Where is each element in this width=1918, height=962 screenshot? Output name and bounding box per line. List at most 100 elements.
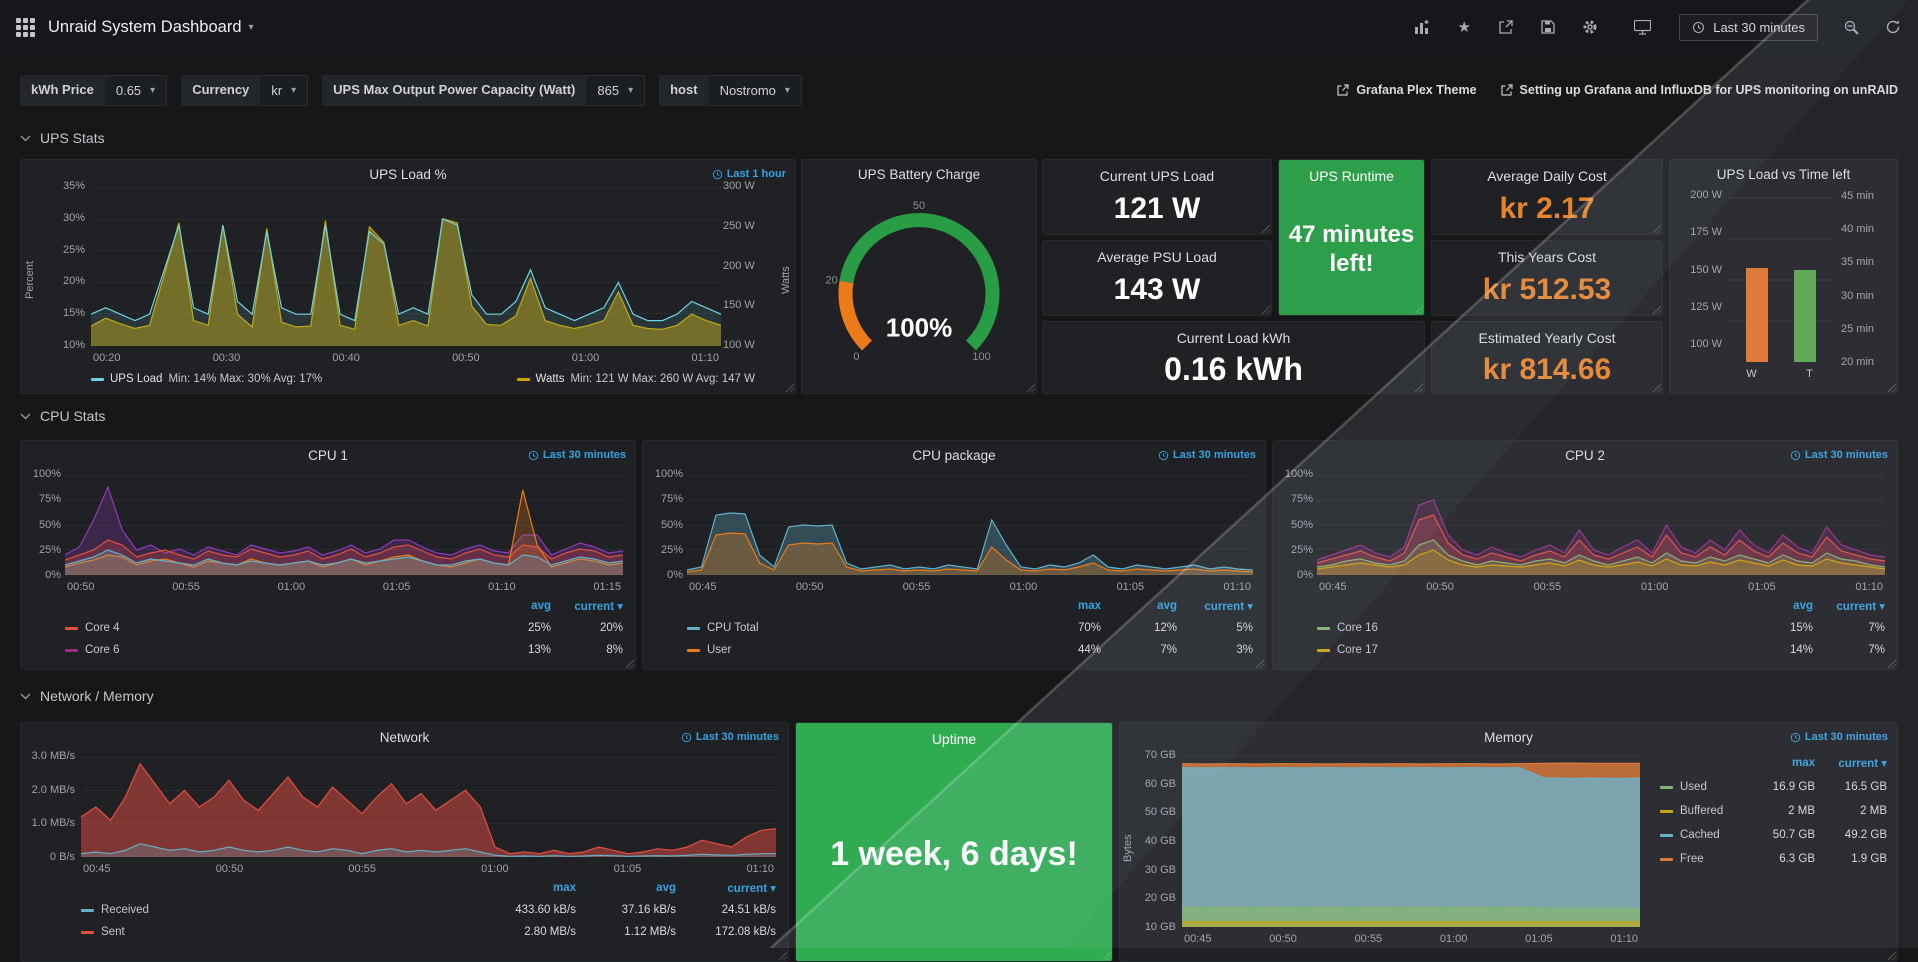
panel-title[interactable]: Network [379, 730, 430, 745]
share-icon[interactable] [1497, 18, 1515, 36]
legend-column-current[interactable]: current ▾ [1204, 601, 1253, 613]
panel-title[interactable]: This Years Cost [1497, 249, 1597, 265]
panel-time-override[interactable]: Last 30 minutes [1790, 731, 1888, 743]
legend-row[interactable]: User 44% 7% 3% [687, 639, 1253, 661]
legend-value: 1.9 GB [1851, 853, 1887, 865]
panel-title[interactable]: CPU package [912, 448, 996, 463]
variable-value-dropdown[interactable]: Nostromo ▾ [708, 74, 802, 106]
panel-title[interactable]: Current UPS Load [1099, 168, 1215, 184]
legend-item-ups-load[interactable]: UPS Load Min: 14% Max: 30% Avg: 17% [91, 373, 322, 385]
panel-time-override[interactable]: Last 30 minutes [528, 449, 626, 461]
panel-time-override[interactable]: Last 30 minutes [1790, 449, 1888, 461]
legend-column-avg[interactable]: avg [656, 882, 676, 894]
legend-row[interactable]: Core 16 15% 7% [1317, 617, 1885, 639]
link-grafana-plex-theme[interactable]: Grafana Plex Theme [1337, 83, 1477, 97]
series-name[interactable]: Free [1660, 853, 1739, 865]
series-name[interactable]: Buffered [1660, 805, 1739, 817]
panel-title[interactable]: CPU 1 [308, 448, 348, 463]
time-range-button[interactable]: Last 30 minutes [1679, 13, 1818, 41]
memory-chart[interactable] [1181, 756, 1641, 927]
variable-label: UPS Max Output Power Capacity (Watt) [322, 74, 587, 106]
series-name[interactable]: Sent [81, 926, 464, 938]
legend-row[interactable]: Cached 50.7 GB 49.2 GB [1660, 823, 1887, 847]
variable-value-dropdown[interactable]: 0.65 ▾ [104, 74, 168, 106]
settings-gear-icon[interactable] [1581, 18, 1599, 36]
row-header-cpu-stats[interactable]: CPU Stats [20, 408, 105, 424]
legend-column-avg[interactable]: avg [1793, 600, 1813, 612]
row-header-network-memory[interactable]: Network / Memory [20, 688, 154, 704]
time-override-label: Last 30 minutes [695, 731, 779, 743]
series-name[interactable]: User [687, 644, 1025, 656]
legend-row[interactable]: Core 4 25% 20% [65, 617, 623, 639]
tick-label: 50% [38, 518, 61, 531]
save-icon[interactable] [1539, 18, 1557, 36]
series-name[interactable]: Core 17 [1317, 644, 1741, 656]
series-color-swatch [1660, 785, 1673, 789]
legend-row[interactable]: CPU Total 70% 12% 5% [687, 617, 1253, 639]
legend-item-watts[interactable]: Watts Min: 121 W Max: 260 W Avg: 147 W [516, 373, 755, 385]
panel-title[interactable]: Average Daily Cost [1487, 168, 1607, 184]
dashboard-title[interactable]: Unraid System Dashboard ▾ [48, 18, 254, 37]
tick-label: 00:45 [689, 581, 717, 593]
series-name[interactable]: Core 16 [1317, 622, 1741, 634]
variable-label: Currency [181, 74, 261, 106]
series-name[interactable]: Core 4 [65, 622, 479, 634]
legend-column-max[interactable]: max [1077, 600, 1101, 612]
panel-time-override[interactable]: Last 30 minutes [1158, 449, 1256, 461]
panel-title[interactable]: UPS Load vs Time left [1716, 167, 1851, 182]
legend-column-avg[interactable]: avg [531, 600, 551, 612]
variable-value-dropdown[interactable]: kr ▾ [260, 74, 309, 106]
variable-value-dropdown[interactable]: 865 ▾ [586, 74, 646, 106]
legend-row[interactable]: Sent 2.80 MB/s 1.12 MB/s 172.08 kB/s [81, 921, 776, 943]
series-color-swatch [65, 648, 78, 652]
panel-title[interactable]: CPU 2 [1565, 448, 1605, 463]
legend-row[interactable]: Core 6 13% 8% [65, 639, 623, 661]
series-name[interactable]: Received [81, 904, 464, 916]
battery-gauge[interactable]: 0 20 50 100 100% [802, 186, 1036, 385]
zoom-out-icon[interactable] [1842, 18, 1860, 36]
panel-title[interactable]: UPS Battery Charge [857, 167, 981, 182]
row-header-ups-stats[interactable]: UPS Stats [20, 130, 105, 146]
series-color-swatch [516, 377, 530, 381]
panel-title[interactable]: Uptime [931, 731, 977, 747]
panel-title[interactable]: Current Load kWh [1176, 330, 1291, 346]
refresh-icon[interactable] [1884, 18, 1902, 36]
series-name[interactable]: Cached [1660, 829, 1739, 841]
legend-column-current[interactable]: current ▾ [727, 883, 776, 895]
panel-title[interactable]: UPS Runtime [1309, 168, 1394, 184]
ups-load-chart[interactable] [90, 187, 722, 346]
legend-column-avg[interactable]: avg [1157, 600, 1177, 612]
legend-row[interactable]: Received 433.60 kB/s 37.16 kB/s 24.51 kB/s [81, 899, 776, 921]
kiosk-monitor-icon[interactable] [1633, 18, 1651, 36]
panel-time-override[interactable]: Last 30 minutes [681, 731, 779, 743]
cpu2-chart[interactable] [1316, 475, 1886, 575]
network-chart[interactable] [80, 757, 777, 857]
series-name[interactable]: Used [1660, 781, 1739, 793]
panel-title[interactable]: Average PSU Load [1097, 249, 1217, 265]
legend-header: avg current ▾ [65, 595, 623, 617]
tick-label: 00:30 [212, 352, 241, 364]
panel-title[interactable]: UPS Load % [369, 167, 447, 182]
legend-column-max[interactable]: max [552, 882, 576, 894]
legend-column-current[interactable]: current ▾ [1838, 758, 1887, 770]
legend-row[interactable]: Used 16.9 GB 16.5 GB [1660, 775, 1887, 799]
apps-grid-icon[interactable] [16, 17, 35, 37]
panel-title[interactable]: Estimated Yearly Cost [1478, 330, 1616, 346]
series-name[interactable]: CPU Total [687, 622, 1025, 634]
add-panel-icon[interactable] [1413, 18, 1431, 36]
cpu-package-chart[interactable] [686, 475, 1254, 575]
link-ups-monitoring-guide[interactable]: Setting up Grafana and InfluxDB for UPS … [1500, 83, 1898, 97]
panel-title[interactable]: Memory [1484, 730, 1533, 745]
legend-row[interactable]: Core 17 14% 7% [1317, 639, 1885, 661]
series-name[interactable]: Core 6 [65, 644, 479, 656]
legend-column-max[interactable]: max [1791, 757, 1815, 769]
legend-value: 16.5 GB [1844, 781, 1887, 793]
panel-time-override[interactable]: Last 1 hour [712, 168, 786, 180]
bar-gauge[interactable] [1728, 197, 1833, 362]
cpu1-chart[interactable] [64, 475, 624, 575]
legend-row[interactable]: Buffered 2 MB 2 MB [1660, 799, 1887, 823]
legend-column-current[interactable]: current ▾ [1836, 601, 1885, 613]
legend-row[interactable]: Free 6.3 GB 1.9 GB [1660, 847, 1887, 871]
star-icon[interactable]: ★ [1457, 18, 1471, 36]
legend-column-current[interactable]: current ▾ [574, 601, 623, 613]
